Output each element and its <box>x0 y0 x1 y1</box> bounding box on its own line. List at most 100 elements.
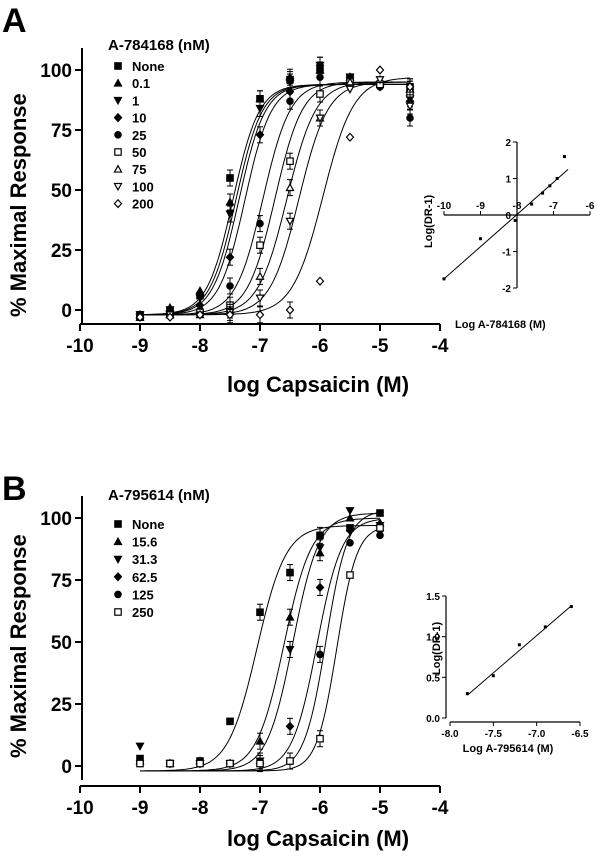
data-point-50 <box>316 90 324 98</box>
data-point-none <box>226 174 234 182</box>
legend-marker-75 <box>113 164 123 173</box>
x-tick-label: -5 <box>372 336 389 357</box>
panel-a-inset-ylabel: Log(DR-1) <box>423 195 435 248</box>
fit-curve-200 <box>140 77 411 316</box>
x-tick-label: -4 <box>432 798 449 819</box>
panel-a-xlabel: log Capsaicin (M) <box>227 372 409 397</box>
legend-label-75: 75 <box>132 162 146 177</box>
legend-label-25: 25 <box>132 128 146 143</box>
data-point-250 <box>256 759 264 768</box>
y-tick-label: 75 <box>51 571 73 592</box>
legend-label-50: 50 <box>132 145 146 160</box>
inset-x-tick-label: -9 <box>476 201 485 212</box>
data-point-1 <box>195 294 205 303</box>
data-point-50 <box>286 157 294 166</box>
legend-marker-50 <box>114 148 122 156</box>
data-point-62-5 <box>285 721 295 732</box>
x-tick-label: -8 <box>192 336 209 357</box>
x-tick-label: -6 <box>312 798 329 819</box>
fit-curve-50 <box>140 81 410 316</box>
data-point-125 <box>316 650 324 659</box>
panel-b-inset-ylabel: Log(DR-1) <box>431 622 443 675</box>
inset-data-point <box>543 625 547 629</box>
data-point-250 <box>136 759 144 768</box>
legend-marker-100 <box>113 182 123 192</box>
legend-label-125: 125 <box>132 587 154 602</box>
y-tick-label: 100 <box>40 61 72 82</box>
panel-b-legend: None 15.6 31.3 62.5 125 250 <box>113 517 165 620</box>
panel-a-axes: 0 25 50 75 100 -10 -9 -8 -7 -6 -5 -4 <box>40 48 449 357</box>
y-tick-label: 50 <box>51 633 72 654</box>
data-point-1 <box>255 104 265 114</box>
panel-b-curves <box>140 511 381 772</box>
inset-data-point <box>479 237 482 241</box>
panel-b-letter: B <box>2 470 27 508</box>
fit-curve-none <box>140 525 380 772</box>
data-point-250 <box>376 524 384 532</box>
x-tick-label: -9 <box>132 798 149 819</box>
data-point-125 <box>346 538 354 547</box>
panel-a: A A-784168 (nM) % Maximal Response log C… <box>2 2 595 397</box>
x-tick-label: -10 <box>66 336 93 357</box>
data-point-25 <box>226 282 234 290</box>
data-point-25 <box>256 219 264 228</box>
legend-label-10: 10 <box>132 111 146 126</box>
data-point-none <box>286 568 294 577</box>
data-point-200 <box>285 305 295 315</box>
data-point-250 <box>226 759 234 768</box>
data-point-1 <box>285 78 295 87</box>
panel-b-axes: 0 25 50 75 100 -10 -9 -8 -7 -6 -5 -4 <box>40 496 449 819</box>
legend-label-15-6: 15.6 <box>132 535 157 550</box>
inset-y-tick-label: 0 <box>505 211 511 222</box>
inset-data-point <box>569 605 573 609</box>
y-tick-label: 0 <box>61 757 72 778</box>
inset-y-tick-label: 2 <box>505 138 511 149</box>
data-point-125 <box>376 531 384 540</box>
inset-data-point <box>541 191 545 195</box>
data-point-200 <box>375 65 385 75</box>
legend-marker-125 <box>114 590 122 599</box>
legend-label-none: None <box>132 517 165 532</box>
data-point-100 <box>315 114 325 123</box>
data-point-10 <box>255 130 265 140</box>
data-point-15-6 <box>345 513 355 522</box>
legend-label-1: 1 <box>132 93 139 108</box>
inset-data-point <box>562 155 566 159</box>
legend-marker-62-5 <box>113 572 123 582</box>
data-point-none <box>376 509 384 517</box>
data-point-none <box>256 608 264 617</box>
data-point-100 <box>255 294 265 303</box>
data-point-100 <box>345 85 355 94</box>
inset-x-tick-label: -8 <box>513 201 522 212</box>
inset-y-tick-label: 1 <box>505 175 511 186</box>
data-point-100 <box>375 76 385 85</box>
data-point-75 <box>345 77 355 86</box>
panel-b-xlabel: log Capsaicin (M) <box>227 826 409 851</box>
inset-y-tick-label: -2 <box>502 284 511 295</box>
legend-label-none: None <box>132 59 165 74</box>
inset-x-tick-label: -7.0 <box>528 729 546 740</box>
data-point-200 <box>345 132 355 142</box>
legend-label-62-5: 62.5 <box>132 570 157 585</box>
legend-label-100: 100 <box>132 179 154 194</box>
legend-label-250: 250 <box>132 605 154 620</box>
panel-b-legend-title: A-795614 (nM) <box>108 487 210 504</box>
data-point-15-6 <box>255 736 265 745</box>
legend-label-0-1: 0.1 <box>132 76 150 91</box>
data-point-75 <box>285 182 295 192</box>
panel-a-legend: None 0.1 1 10 25 50 75 100 200 <box>113 59 165 212</box>
data-point-15-6 <box>285 612 295 621</box>
legend-label-200: 200 <box>132 197 154 212</box>
y-tick-label: 100 <box>40 509 72 530</box>
data-point-200 <box>165 312 175 322</box>
inset-y-tick-label: 1.0 <box>426 633 440 644</box>
panel-b-inset: Log(DR-1) Log A-795614 (M) -8.0 -7.5 -7.0 -… <box>426 592 589 755</box>
data-point-1 <box>225 210 235 219</box>
inset-x-tick-label: -7 <box>549 201 558 212</box>
data-point-250 <box>316 734 324 743</box>
panel-a-curves <box>139 77 411 316</box>
panel-b: B A-795614 (nM) % Maximal Response log C… <box>2 470 589 851</box>
legend-marker-none <box>114 520 122 528</box>
